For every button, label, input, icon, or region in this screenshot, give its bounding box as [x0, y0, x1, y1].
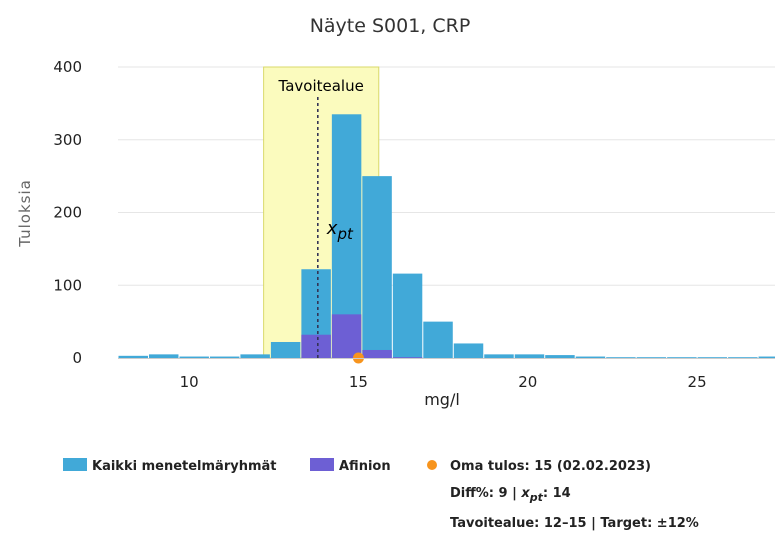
- histogram-bar-all-methods: [667, 357, 697, 358]
- histogram-bar-all-methods: [636, 357, 667, 358]
- chart-title: Näyte S001, CRP: [310, 15, 471, 37]
- histogram-bar-all-methods: [392, 273, 423, 358]
- histogram-bar-all-methods: [118, 355, 148, 358]
- histogram-bar-all-methods: [423, 321, 453, 358]
- histogram-bar-all-methods: [453, 343, 484, 358]
- y-tick-label: 300: [53, 131, 82, 149]
- legend-swatch-all-methods: [63, 458, 87, 471]
- histogram-bar-all-methods: [240, 354, 270, 358]
- y-axis-label: Tuloksia: [16, 179, 34, 248]
- histogram-bar-all-methods: [728, 357, 758, 358]
- legend-info-xpt-symbol: x: [520, 486, 530, 501]
- xpt-symbol: x: [326, 218, 338, 239]
- xpt-label: xpt: [326, 218, 354, 243]
- histogram-bar-all-methods: [606, 357, 636, 358]
- histogram-bar-afinion: [331, 314, 362, 358]
- legend-info-xpt-suffix: : 14: [543, 486, 571, 501]
- legend-info-xpt-sub: pt: [529, 491, 544, 504]
- histogram-bar-all-methods: [270, 341, 301, 358]
- histogram-bar-all-methods: [697, 357, 728, 358]
- y-tick-label: 100: [53, 276, 82, 294]
- histogram-bar-all-methods: [362, 176, 392, 358]
- histogram-bar-all-methods: [758, 356, 775, 358]
- histogram-bar-all-methods: [514, 354, 545, 358]
- x-tick-label: 10: [180, 373, 199, 391]
- x-tick-label: 25: [688, 373, 707, 391]
- xpt-subscript: pt: [336, 225, 354, 243]
- histogram-bar-afinion: [301, 334, 331, 358]
- legend-label-afinion: Afinion: [339, 459, 391, 474]
- histogram-bar-all-methods: [209, 356, 240, 358]
- legend-info-target: Tavoitealue: 12–15 | Target: ±12%: [450, 516, 699, 531]
- histogram-bar-all-methods: [179, 356, 209, 358]
- histogram-bar-afinion: [362, 349, 392, 358]
- histogram-bar-all-methods: [545, 355, 575, 358]
- histogram-bar-all-methods: [148, 354, 179, 358]
- legend-info-diff-prefix: Diff%: 9 |: [450, 486, 521, 501]
- histogram-bar-all-methods: [484, 354, 514, 358]
- legend-swatch-afinion: [310, 458, 334, 471]
- target-range-label: Tavoitealue: [278, 77, 364, 95]
- legend-label-own-result: Oma tulos: 15 (02.02.2023): [450, 459, 651, 474]
- y-tick-label: 200: [53, 204, 82, 222]
- legend-info-diff: Diff%: 9 | xpt: 14: [450, 486, 571, 504]
- y-tick-label: 0: [72, 349, 82, 367]
- x-axis-label: mg/l: [424, 390, 460, 409]
- legend-label-all-methods: Kaikki menetelmäryhmät: [92, 459, 277, 474]
- histogram-bar-afinion: [392, 357, 423, 358]
- x-tick-label: 20: [518, 373, 537, 391]
- histogram-bar-all-methods: [575, 356, 606, 358]
- y-tick-label: 400: [53, 58, 82, 76]
- legend-marker-own-result: [427, 460, 437, 470]
- x-tick-label: 15: [349, 373, 368, 391]
